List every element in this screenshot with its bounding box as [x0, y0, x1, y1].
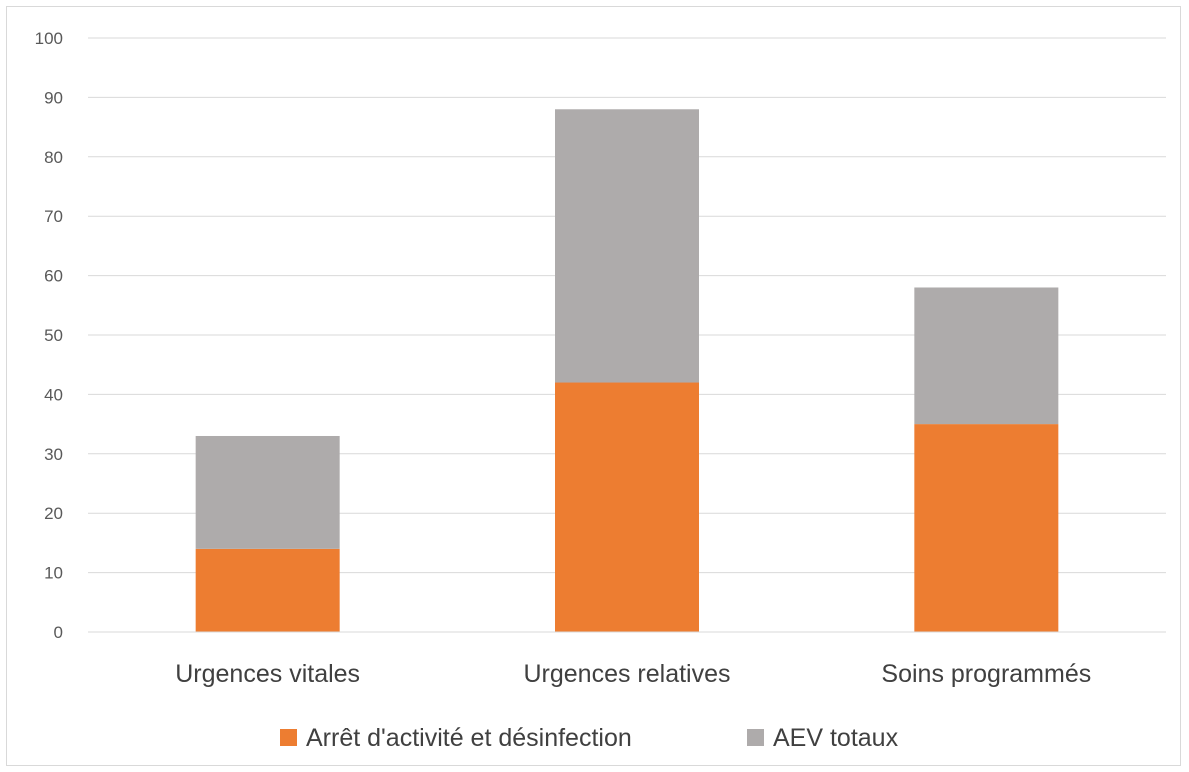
y-tick-label: 80: [44, 148, 63, 167]
y-tick-label: 30: [44, 445, 63, 464]
bar-segment: [914, 287, 1059, 425]
legend-swatch: [280, 729, 297, 746]
legend-label: AEV totaux: [773, 724, 899, 752]
y-tick-label: 0: [54, 623, 63, 642]
bar-segment: [195, 548, 340, 632]
x-category-label: Urgences relatives: [523, 660, 730, 688]
y-axis-ticks: 0 10 20 30 40 50 60 70 80 90 100: [35, 29, 63, 642]
legend-swatch: [747, 729, 764, 746]
y-tick-label: 90: [44, 88, 63, 107]
y-tick-label: 50: [44, 326, 63, 345]
bar-segment: [914, 424, 1059, 632]
y-tick-label: 60: [44, 267, 63, 286]
legend: Arrêt d'activité et désinfection AEV tota…: [280, 724, 899, 752]
y-tick-label: 100: [35, 29, 63, 48]
bar-segment: [555, 382, 699, 632]
bars: [195, 109, 1059, 632]
bar-segment: [195, 435, 340, 549]
bar-segment: [555, 109, 699, 383]
x-category-label: Urgences vitales: [175, 660, 360, 688]
legend-label: Arrêt d'activité et désinfection: [306, 724, 632, 752]
y-tick-label: 20: [44, 504, 63, 523]
y-tick-label: 70: [44, 207, 63, 226]
y-tick-label: 40: [44, 385, 63, 404]
x-category-label: Soins programmés: [881, 660, 1091, 688]
category-labels: Urgences vitales Urgences relatives Soins …: [175, 660, 1091, 688]
y-tick-label: 10: [44, 564, 63, 583]
